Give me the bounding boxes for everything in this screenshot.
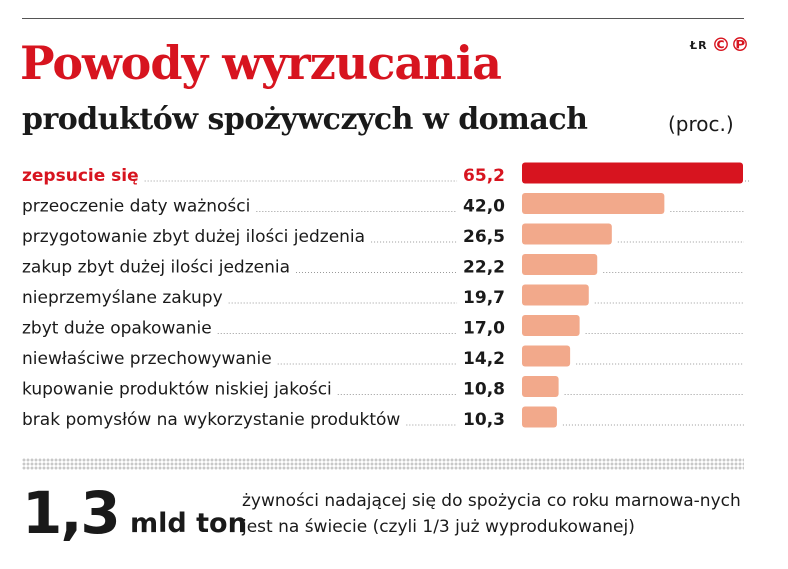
bar: [522, 162, 743, 184]
value-label: 42,0: [463, 197, 505, 217]
dotted-separator: [22, 458, 744, 470]
value-label: 65,2: [463, 166, 505, 186]
value-label: 22,2: [463, 258, 505, 278]
category-label: zbyt duże opakowanie: [22, 319, 212, 339]
value-label: 26,5: [463, 227, 505, 247]
footer-unit: mld ton: [130, 508, 247, 539]
bar: [522, 254, 598, 275]
footer-number: 1,3: [22, 479, 121, 547]
bar: [522, 376, 559, 397]
category-label: przygotowanie zbyt dużej ilości jedzenia: [22, 227, 365, 247]
bar: [522, 223, 612, 245]
category-label: przeoczenie daty ważności: [22, 197, 250, 217]
chart-title: Powody wyrzucania: [20, 36, 502, 90]
value-label: 10,8: [463, 380, 505, 400]
chart-subtitle: produktów spożywczych w domach: [22, 102, 588, 137]
value-label: 17,0: [463, 319, 505, 339]
bar: [522, 193, 665, 214]
unit-label: (proc.): [668, 112, 734, 136]
value-label: 14,2: [463, 349, 505, 369]
top-rule: [22, 18, 744, 19]
bar: [522, 315, 580, 336]
category-label: kupowanie produktów niskiej jakości: [22, 380, 332, 400]
footer-note: żywności nadającej się do spożycia co ro…: [242, 491, 741, 537]
publisher-logo: ©℗: [711, 34, 750, 56]
category-label: zepsucie się: [22, 166, 139, 186]
bar: [522, 406, 557, 428]
category-label: zakup zbyt dużej ilości jedzenia: [22, 258, 290, 278]
bar-chart: zepsucie się 65,2 przeoczenie daty ważnośc…: [22, 162, 749, 430]
bar: [522, 345, 571, 367]
value-label: 10,3: [463, 410, 505, 430]
credit: ŁR ©℗: [690, 34, 750, 56]
category-label: brak pomysłów na wykorzystanie produktów: [22, 410, 400, 430]
category-label: niewłaściwe przechowywanie: [22, 349, 272, 369]
credit-author: ŁR: [690, 38, 708, 52]
value-label: 19,7: [463, 288, 505, 308]
category-label: nieprzemyślane zakupy: [22, 288, 223, 308]
bar: [522, 284, 589, 306]
